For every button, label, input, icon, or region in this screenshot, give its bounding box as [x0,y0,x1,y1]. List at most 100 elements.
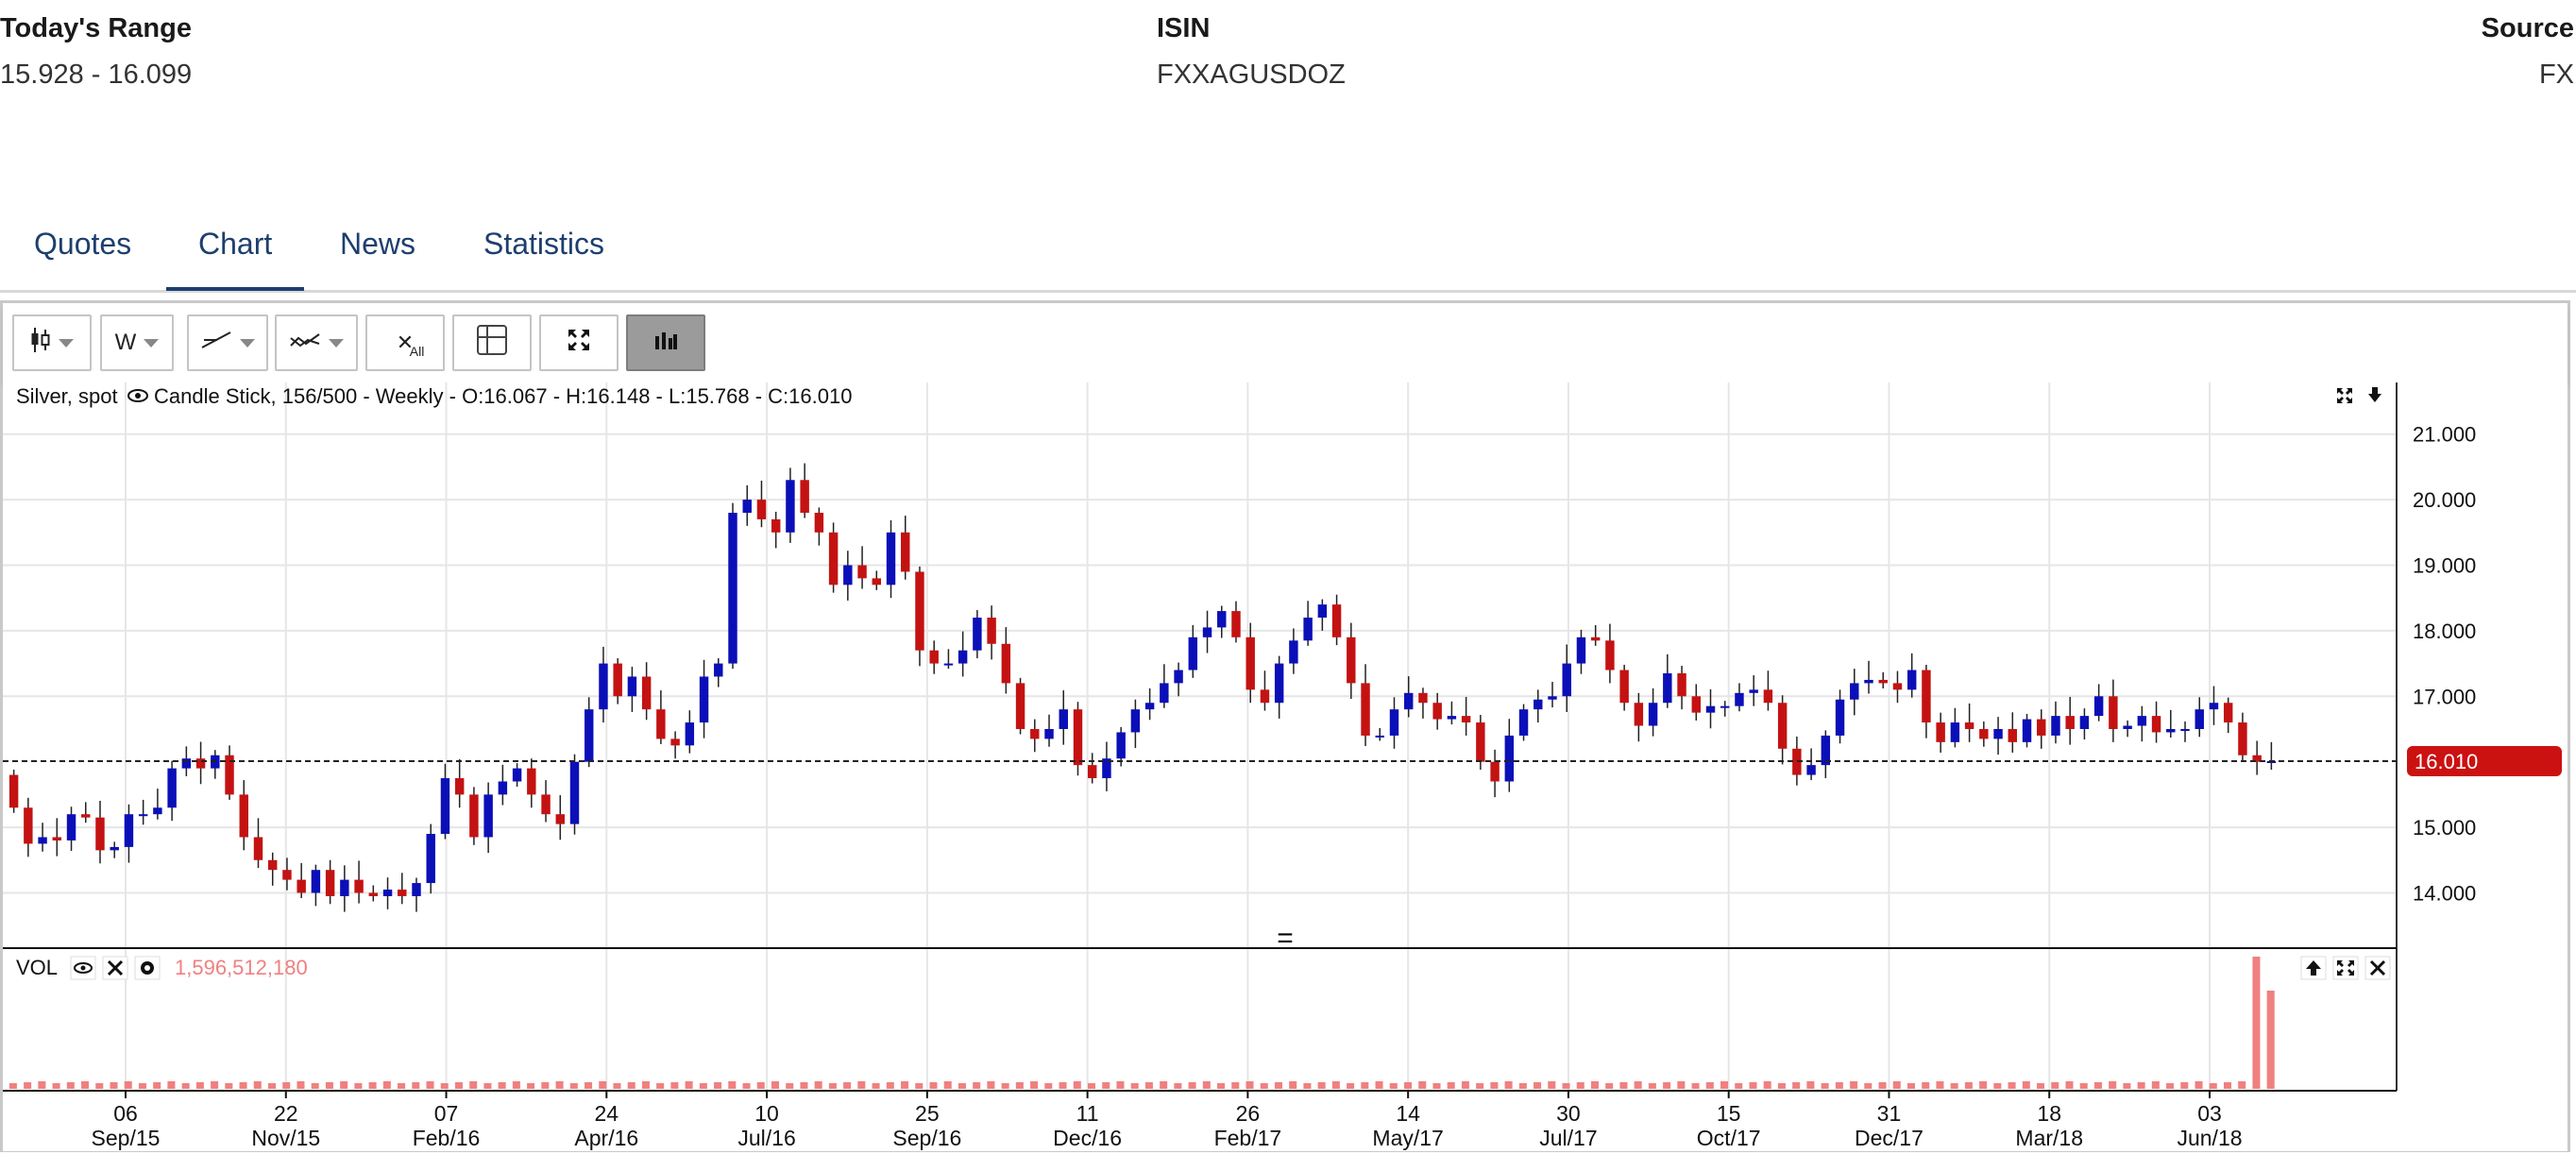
volume-bar [915,1083,924,1089]
candle-body [382,890,393,896]
chevron-down-icon [59,338,74,348]
candle-body [1605,640,1615,670]
candle-body [2037,719,2046,736]
volume-bar [1677,1081,1686,1089]
volume-bar [1850,1081,1858,1089]
candle-body [1763,689,1773,704]
close-icon[interactable] [2364,956,2391,980]
volume-bar [454,1082,463,1089]
candle-body [1878,679,1888,684]
candle-body [38,837,47,844]
y-tick-label: 18.000 [2413,619,2476,643]
volume-bar [340,1081,348,1089]
x-tick-day: 18 [2037,1101,2061,1126]
eye-icon[interactable] [70,956,96,980]
maximize-panel-icon[interactable] [2332,956,2359,980]
candle-body [1331,604,1342,637]
candle-body [742,500,752,513]
candle-body [1289,640,1298,664]
chart-details: Candle Stick, 156/500 - Weekly - O:16.06… [154,384,852,408]
candle-body [1677,673,1686,697]
volume-bar [1144,1082,1153,1089]
volume-label: VOL [16,956,58,979]
volume-bar [1403,1082,1413,1089]
volume-toggle-button[interactable] [626,314,705,371]
volume-bar [382,1081,391,1089]
tab-news[interactable]: News [340,227,416,261]
eye-icon[interactable] [127,389,148,402]
volume-bar [1979,1081,1988,1089]
draw-tools-button[interactable] [187,314,268,371]
volume-bar [1792,1082,1801,1089]
panel-resize-handle[interactable]: = [1277,923,1294,954]
candle-body [1777,703,1788,749]
candle-body [1907,670,1917,690]
candle-body [1663,673,1672,704]
volume-bar [297,1081,305,1089]
price-chart[interactable]: 21.000 20.000 19.000 18.000 17.000 15.000 14.0… [3,382,2568,1151]
candle-body [627,676,637,697]
tab-chart[interactable]: Chart [166,227,305,291]
y-tick-label: 19.000 [2413,553,2476,577]
tab-statistics[interactable]: Statistics [483,227,605,261]
candle-body [1936,722,1945,742]
chevron-down-icon [329,338,344,348]
candle-body [641,676,652,710]
candle-body [1749,689,1758,693]
volume-bar [613,1083,621,1089]
volume-bar [541,1082,550,1089]
clear-all-button[interactable]: ✕ All [365,314,445,371]
volume-bar [512,1081,520,1089]
close-icon[interactable] [102,956,128,980]
volume-bar [1720,1081,1729,1089]
candle-body [1317,604,1328,619]
chevron-down-icon [240,338,255,348]
period-button[interactable]: W [100,314,174,371]
move-up-icon[interactable] [2300,956,2327,980]
volume-bar [2238,1081,2246,1089]
candle-body [2137,716,2147,726]
maximize-panel-icon[interactable] [2333,384,2356,405]
volume-bar [1289,1081,1297,1089]
candle-body [1735,692,1744,706]
x-tick-month: Jul/17 [1539,1126,1597,1150]
volume-bar [398,1083,406,1089]
candle-body [1144,703,1155,710]
download-icon[interactable] [2364,384,2386,405]
candle-body [1347,636,1356,684]
candle-body [1403,692,1414,710]
candle-body [685,722,695,746]
volume-bar [1015,1082,1024,1089]
tab-quotes[interactable]: Quotes [34,227,132,261]
volume-bar [1864,1083,1873,1089]
candle-body [828,532,839,585]
volume-bar [1548,1081,1556,1089]
candle-body [95,817,105,851]
y-tick-label: 14.000 [2413,881,2476,905]
candle-body [1102,758,1111,779]
tab-bar: Quotes Chart News Statistics [0,219,2576,293]
candle-body [943,663,954,666]
gear-icon[interactable] [134,956,161,980]
x-tick-month: Oct/17 [1697,1126,1761,1150]
y-tick-label: 15.000 [2413,816,2476,840]
volume-bar [2151,1081,2160,1089]
volume-bar [2093,1082,2102,1089]
indicators-button[interactable] [275,314,358,371]
candle-body [483,794,493,838]
candle-body [1260,689,1270,704]
x-tick-month: Feb/16 [413,1126,481,1150]
candle-body [66,814,76,840]
candle-body [901,532,910,572]
fullscreen-button[interactable] [539,314,619,371]
volume-bar [225,1083,233,1089]
candle-body [786,480,795,533]
chart-type-button[interactable] [12,314,92,371]
x-tick-month: Apr/16 [574,1126,638,1150]
crosshair-button[interactable] [452,314,532,371]
volume-bar [1576,1082,1585,1089]
candle-body [81,814,91,818]
volume-bar [1835,1082,1843,1089]
volume-bar [1821,1083,1829,1089]
volume-bar [1317,1082,1326,1089]
